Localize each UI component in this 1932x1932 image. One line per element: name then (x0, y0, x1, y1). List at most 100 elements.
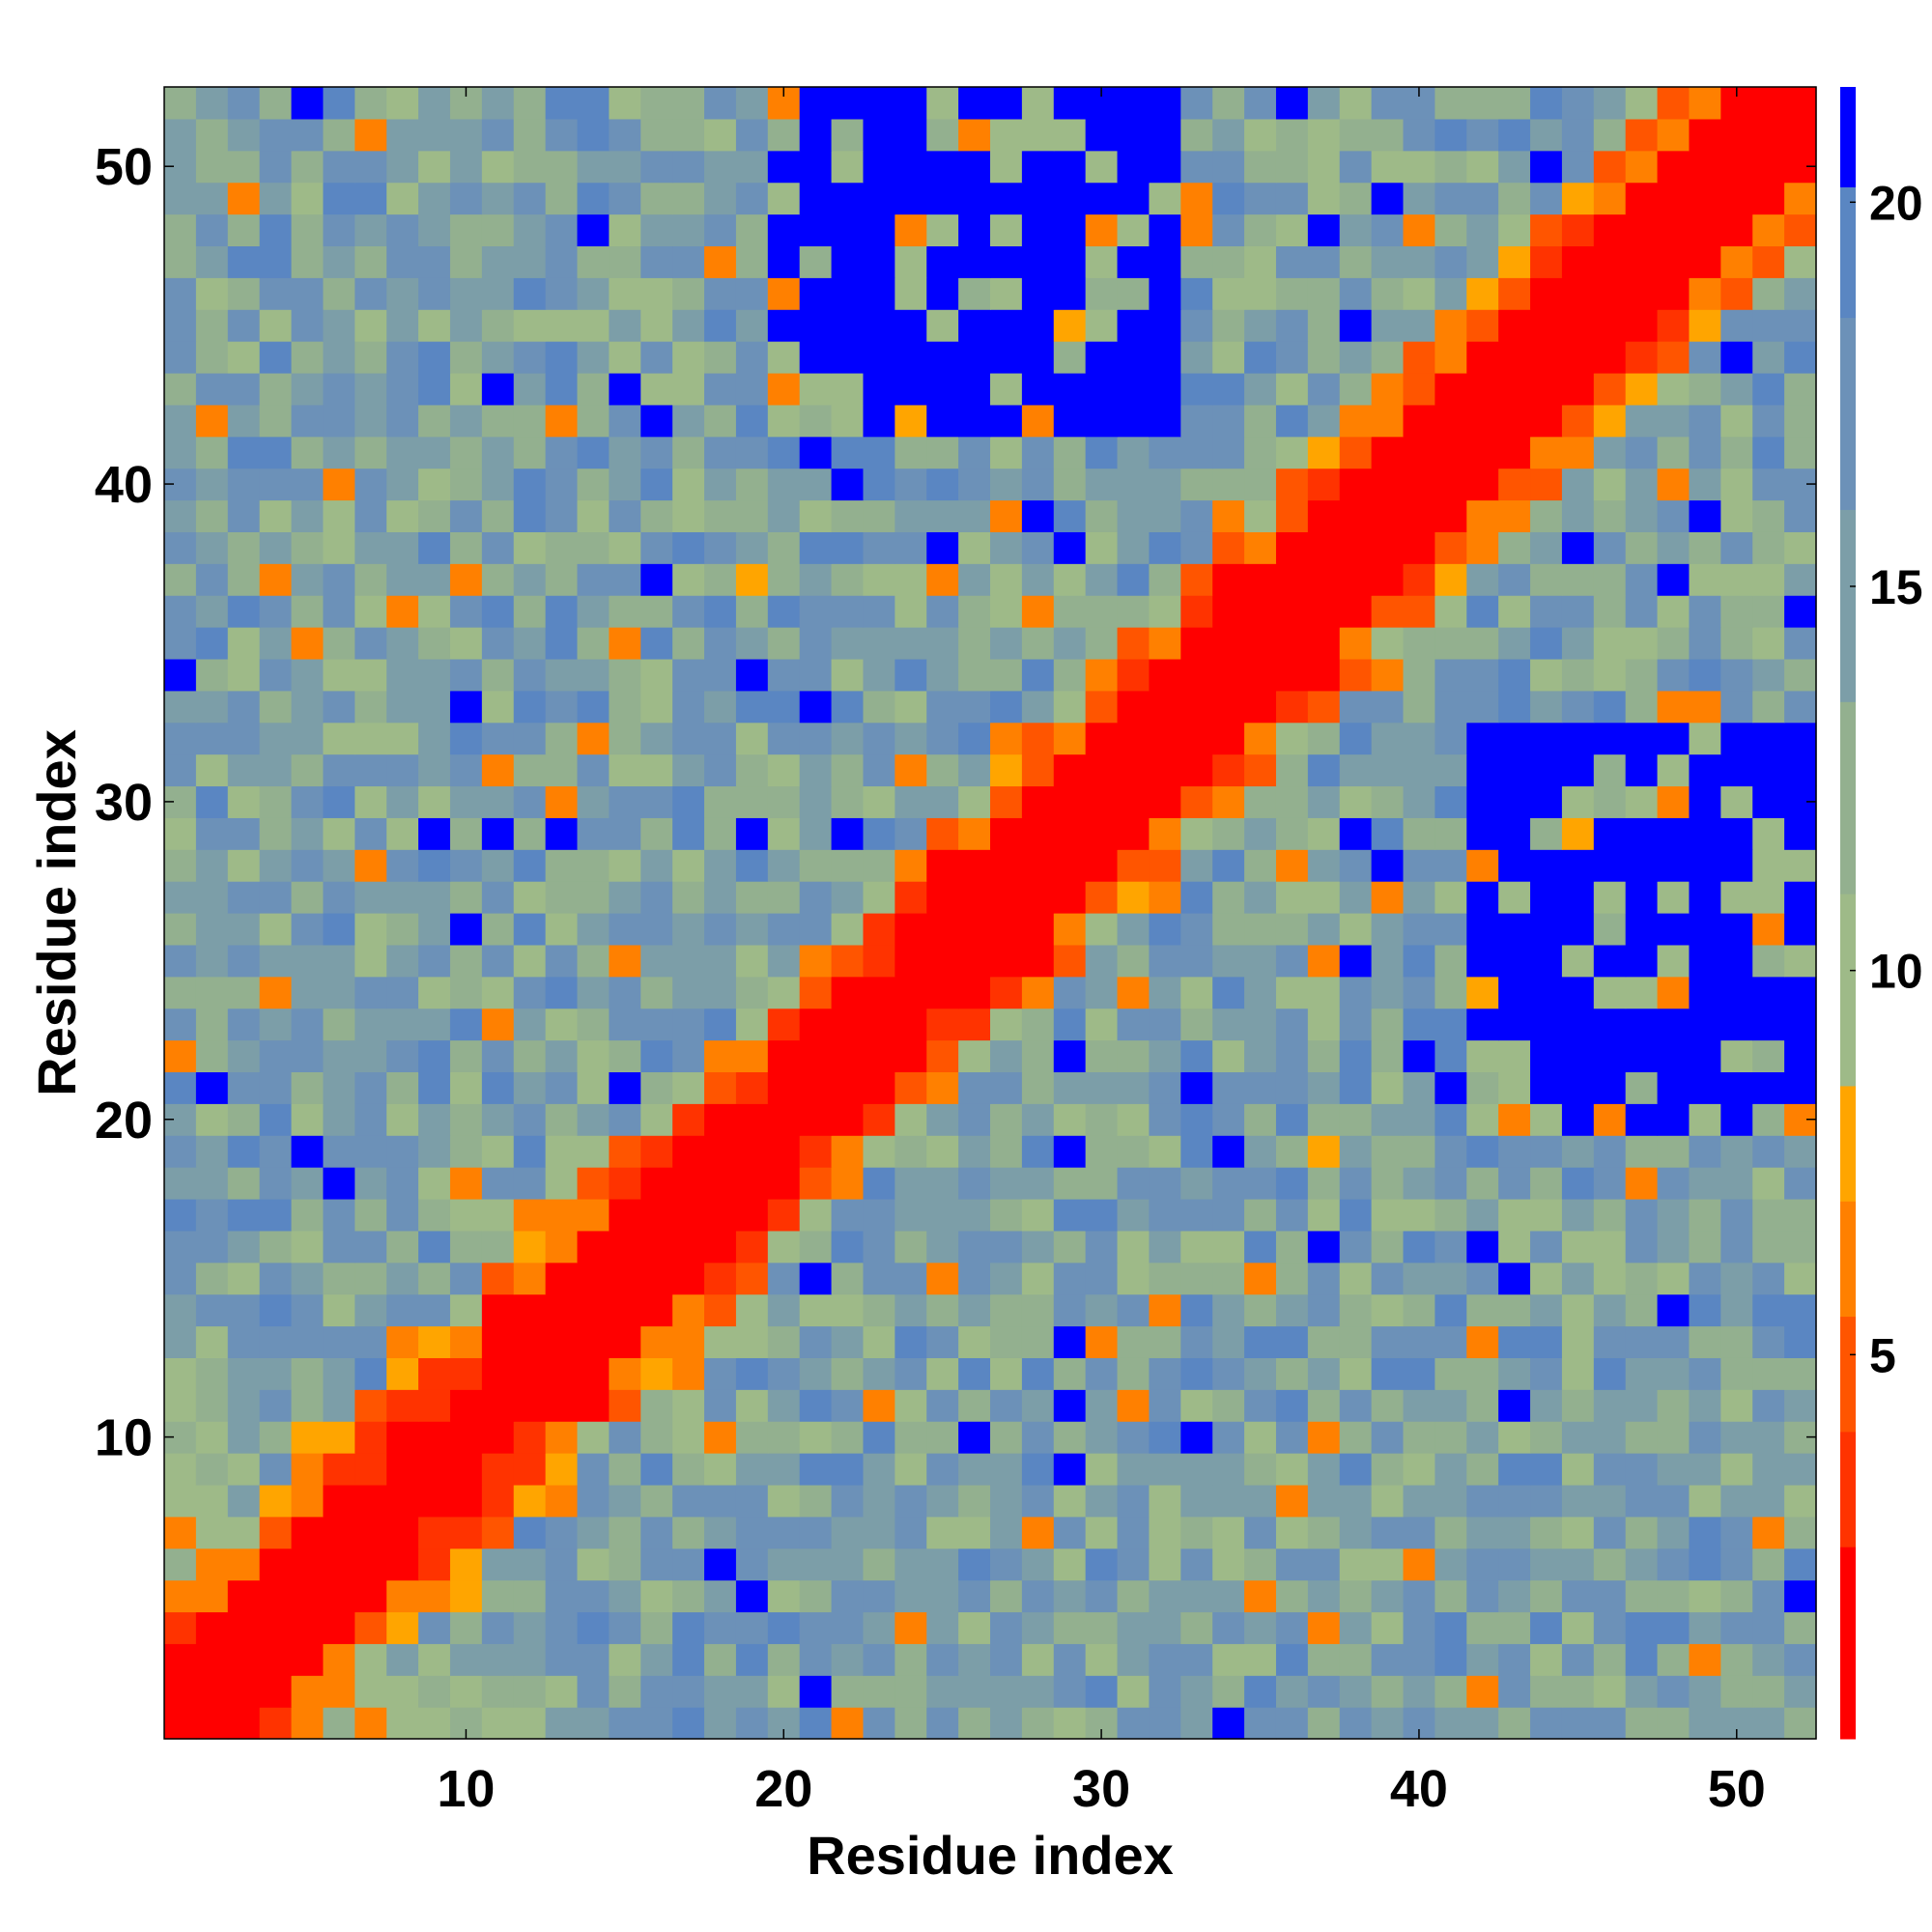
heatmap-cell (1371, 627, 1405, 660)
heatmap-cell (895, 213, 927, 247)
heatmap-cell (1689, 1389, 1721, 1422)
heatmap-cell (195, 1293, 229, 1327)
heatmap-cell (1371, 785, 1405, 818)
heatmap-cell (513, 531, 547, 564)
heatmap-cell (1561, 436, 1595, 469)
heatmap-cell (640, 1325, 673, 1358)
heatmap-cell (895, 690, 927, 724)
colorbar-tick-label: 10 (1869, 945, 1923, 999)
heatmap-cell (577, 881, 610, 914)
heatmap-cell (640, 372, 673, 406)
heatmap-cell (323, 87, 355, 120)
heatmap-cell (1307, 1008, 1341, 1041)
heatmap-cell (1244, 404, 1277, 438)
heatmap-cell (164, 913, 197, 946)
heatmap-cell (863, 404, 895, 438)
heatmap-cell (895, 1008, 927, 1041)
heatmap-cell (1180, 1516, 1213, 1549)
heatmap-cell (1435, 1325, 1467, 1358)
heatmap-cell (195, 1230, 229, 1264)
heatmap-cell (1625, 1453, 1659, 1486)
heatmap-cell (1466, 245, 1499, 278)
heatmap-cell (291, 913, 325, 946)
heatmap-cell (1625, 1262, 1659, 1295)
heatmap-cell (545, 499, 579, 532)
heatmap-cell (1053, 182, 1087, 215)
heatmap-cell (291, 309, 325, 342)
heatmap-cell (704, 1167, 737, 1200)
heatmap-cell (1180, 1548, 1213, 1581)
heatmap-cell (1307, 309, 1341, 342)
heatmap-cell (1657, 563, 1690, 596)
heatmap-cell (735, 213, 769, 247)
heatmap-cell (863, 1707, 895, 1740)
heatmap-cell (1307, 372, 1341, 406)
heatmap-cell (1085, 436, 1119, 469)
heatmap-cell (1498, 1167, 1531, 1200)
heatmap-cell (164, 436, 197, 469)
heatmap-cell (449, 944, 483, 978)
heatmap-cell (355, 1484, 387, 1518)
heatmap-cell (227, 1484, 261, 1518)
heatmap-cell (1371, 118, 1405, 152)
heatmap-cell (195, 817, 229, 850)
heatmap-cell (513, 753, 547, 787)
heatmap-cell (1117, 913, 1151, 946)
heatmap-cell (577, 1135, 610, 1168)
heatmap-cell (1149, 976, 1181, 1009)
heatmap-cell (481, 499, 515, 532)
heatmap-cell (863, 87, 895, 120)
heatmap-cell (227, 1707, 261, 1740)
heatmap-cell (291, 1262, 325, 1295)
heatmap-cell (1371, 1008, 1405, 1041)
heatmap-cell (1180, 722, 1213, 755)
heatmap-cell (990, 1453, 1023, 1486)
heatmap-cell (386, 1103, 419, 1136)
heatmap-cell (577, 563, 610, 596)
heatmap-cell (1371, 753, 1405, 787)
heatmap-cell (1371, 658, 1405, 692)
heatmap-cell (1212, 563, 1245, 596)
heatmap-cell (958, 436, 991, 469)
heatmap-cell (1021, 1548, 1055, 1581)
heatmap-cell (1784, 627, 1817, 660)
heatmap-cell (481, 1167, 515, 1200)
heatmap-cell (1053, 245, 1087, 278)
heatmap-cell (1180, 1039, 1213, 1073)
heatmap-cell (291, 944, 325, 978)
heatmap-cell (1275, 1167, 1309, 1200)
heatmap-cell (449, 1675, 483, 1708)
heatmap-cell (1180, 944, 1213, 978)
heatmap-cell (1149, 1357, 1181, 1390)
heatmap-cell (672, 341, 705, 374)
heatmap-cell (323, 563, 355, 596)
heatmap-cell (1435, 1293, 1467, 1327)
heatmap-cell (990, 436, 1023, 469)
heatmap-cell (1435, 182, 1467, 215)
heatmap-cell (831, 595, 865, 628)
heatmap-cell (831, 753, 865, 787)
heatmap-cell (1689, 1167, 1721, 1200)
heatmap-cell (1085, 690, 1119, 724)
heatmap-cell (1593, 499, 1627, 532)
heatmap-cell (1466, 1579, 1499, 1613)
heatmap-cell (1053, 213, 1087, 247)
heatmap-cell (1307, 1262, 1341, 1295)
heatmap-cell (958, 1262, 991, 1295)
heatmap-cell (1307, 881, 1341, 914)
heatmap-cell (1053, 309, 1087, 342)
heatmap-cell (1371, 944, 1405, 978)
heatmap-cell (958, 881, 991, 914)
heatmap-cell (895, 309, 927, 342)
heatmap-cell (227, 1167, 261, 1200)
heatmap-cell (990, 1262, 1023, 1295)
heatmap-cell (1085, 1071, 1119, 1104)
heatmap-cell (1212, 1643, 1245, 1676)
heatmap-cell (1117, 1484, 1151, 1518)
heatmap-cell (767, 976, 801, 1009)
heatmap-cell (1339, 563, 1373, 596)
heatmap-cell (291, 499, 325, 532)
colorbar-band (1840, 1547, 1856, 1740)
heatmap-cell (1053, 1453, 1087, 1486)
